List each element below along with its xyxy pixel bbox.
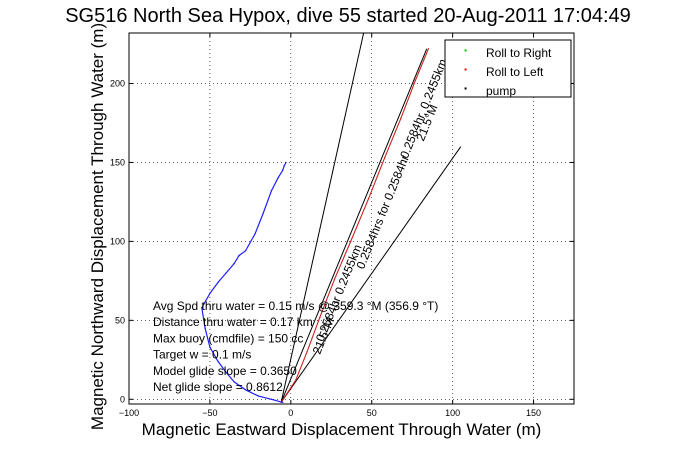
glide-track-line-point bbox=[414, 79, 417, 82]
x-tick-label: −100 bbox=[119, 408, 139, 418]
tick-group: −100 −50 0 50 100 150 0 50 100 150 200 bbox=[110, 33, 574, 418]
track-line-point bbox=[225, 272, 227, 274]
track-line-point bbox=[257, 395, 260, 397]
legend-label: Roll to Left bbox=[486, 65, 544, 79]
track-line-point bbox=[204, 327, 206, 329]
track-line-point bbox=[238, 254, 240, 257]
legend: · Roll to Right · Roll to Left · pump bbox=[444, 39, 572, 98]
track-line-point bbox=[285, 161, 287, 164]
track-line-point bbox=[282, 169, 284, 172]
legend-marker: · bbox=[464, 80, 469, 96]
glide-track-line-point bbox=[294, 379, 297, 382]
track-line-point bbox=[217, 360, 219, 363]
legend-marker: · bbox=[464, 61, 469, 77]
info-line: Model glide slope = 0.3650 bbox=[153, 364, 297, 378]
track-line-point bbox=[282, 401, 284, 404]
glide-track-line-point bbox=[400, 117, 402, 119]
y-tick-label: 0 bbox=[120, 394, 125, 404]
track-line-point bbox=[201, 306, 203, 309]
track-line-point bbox=[233, 262, 235, 265]
x-tick-label: 50 bbox=[367, 408, 377, 418]
glide-track-line-point bbox=[427, 48, 430, 50]
legend-box bbox=[444, 39, 572, 98]
x-tick-label: 150 bbox=[526, 408, 541, 418]
track-line-point bbox=[262, 212, 265, 214]
plot-frame bbox=[128, 32, 575, 405]
info-line: Net glide slope = 0.8612 bbox=[153, 380, 283, 394]
legend-marker: · bbox=[464, 42, 469, 58]
glide-track-line-point bbox=[367, 198, 370, 200]
track-line-point bbox=[270, 398, 273, 400]
info-line: Max buoy (cmdfile) = 150 cc bbox=[153, 331, 303, 345]
track-line-point bbox=[277, 177, 279, 179]
y-tick-label: 150 bbox=[110, 157, 125, 167]
y-tick-label: 100 bbox=[110, 236, 125, 246]
track-line-point bbox=[270, 190, 273, 192]
track-line-point bbox=[209, 292, 211, 295]
y-tick-label: 200 bbox=[110, 79, 125, 89]
y-tick-label: 50 bbox=[115, 315, 125, 325]
y-axis-label: Magnetic Northward Displacement Through … bbox=[88, 23, 107, 430]
legend-label: Roll to Right bbox=[486, 46, 552, 60]
glide-track-line-point bbox=[349, 240, 352, 243]
track-line-point bbox=[233, 381, 235, 383]
chart-title: SG516 North Sea Hypox, dive 55 started 2… bbox=[65, 5, 631, 27]
info-text-group: Avg Spd thru water = 0.15 m/s @ 359.3 °M… bbox=[153, 299, 438, 394]
track-line-point bbox=[244, 389, 247, 391]
heading-line bbox=[280, 48, 428, 403]
x-tick-label: 0 bbox=[288, 408, 293, 418]
track-line-point bbox=[209, 346, 211, 348]
info-line: Target w = 0.1 m/s bbox=[153, 348, 251, 362]
info-line: Distance thru water = 0.17 km bbox=[153, 315, 313, 329]
x-tick-label: 100 bbox=[445, 408, 460, 418]
glide-track-line-point bbox=[306, 351, 308, 353]
track-line-point bbox=[217, 281, 219, 284]
track-line-point bbox=[283, 164, 286, 167]
x-axis-label: Magnetic Eastward Displacement Through W… bbox=[142, 420, 542, 439]
track-line-point bbox=[244, 250, 247, 252]
track-line-point bbox=[254, 232, 256, 235]
x-tick-label: −50 bbox=[202, 408, 217, 418]
track-line-point bbox=[225, 371, 227, 374]
glide-track-line-point bbox=[333, 278, 336, 280]
heading-line bbox=[280, 146, 462, 403]
glide-track-line-point bbox=[319, 316, 321, 318]
info-line: Avg Spd thru water = 0.15 m/s @ 359.3 °M… bbox=[153, 299, 438, 313]
glide-track-line-point bbox=[383, 157, 386, 159]
heading-line bbox=[280, 33, 365, 403]
legend-label: pump bbox=[486, 84, 516, 98]
